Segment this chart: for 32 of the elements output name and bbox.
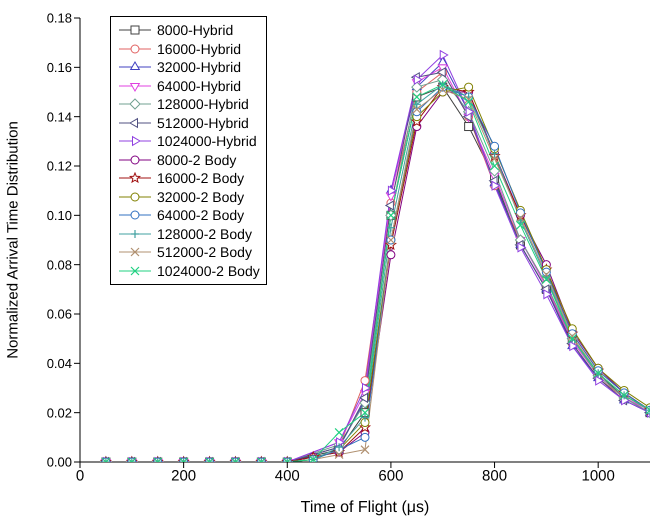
legend-label: 16000-2 Body xyxy=(157,170,244,186)
y-tick-label: 0.08 xyxy=(46,257,72,272)
y-tick-label: 0.14 xyxy=(46,109,72,124)
y-tick-label: 0.06 xyxy=(46,306,72,322)
y-tick-label: 0.18 xyxy=(46,10,72,26)
legend-label: 32000-Hybrid xyxy=(157,59,242,76)
legend-label: 1024000-2 Body xyxy=(157,262,260,279)
legend-label: 512000-2 Body xyxy=(157,244,252,260)
y-tick-label: 0.16 xyxy=(46,60,72,75)
legend-label: 1024000-Hybrid xyxy=(157,133,257,150)
x-tick-label: 0 xyxy=(76,468,84,485)
legend-label: 128000-Hybrid xyxy=(157,96,249,112)
legend-label: 8000-2 Body xyxy=(157,152,236,168)
y-axis-title: Normalized Arrival Time Distribution xyxy=(4,121,22,359)
legend-label: 128000-2 Body xyxy=(157,226,252,242)
y-tick-label: 0.02 xyxy=(46,405,72,420)
x-tick-label: 200 xyxy=(171,468,196,485)
y-tick-label: 0.00 xyxy=(46,454,72,470)
legend-label: 16000-Hybrid xyxy=(157,40,242,57)
x-tick-label: 800 xyxy=(482,468,508,485)
x-tick-label: 400 xyxy=(274,468,300,485)
legend-label: 64000-2 Body xyxy=(157,207,244,224)
y-tick-label: 0.10 xyxy=(46,208,72,223)
y-tick-label: 0.12 xyxy=(46,158,72,174)
y-tick-label: 0.04 xyxy=(46,356,72,371)
x-axis-title: Time of Flight (μs) xyxy=(300,499,430,516)
legend-label: 32000-2 Body xyxy=(157,188,244,205)
x-tick-label: 600 xyxy=(378,468,404,485)
legend-label: 64000-Hybrid xyxy=(157,78,242,94)
x-tick-label: 1000 xyxy=(581,468,615,485)
legend-label: 512000-Hybrid xyxy=(157,114,249,131)
legend-label: 8000-Hybrid xyxy=(157,22,234,38)
